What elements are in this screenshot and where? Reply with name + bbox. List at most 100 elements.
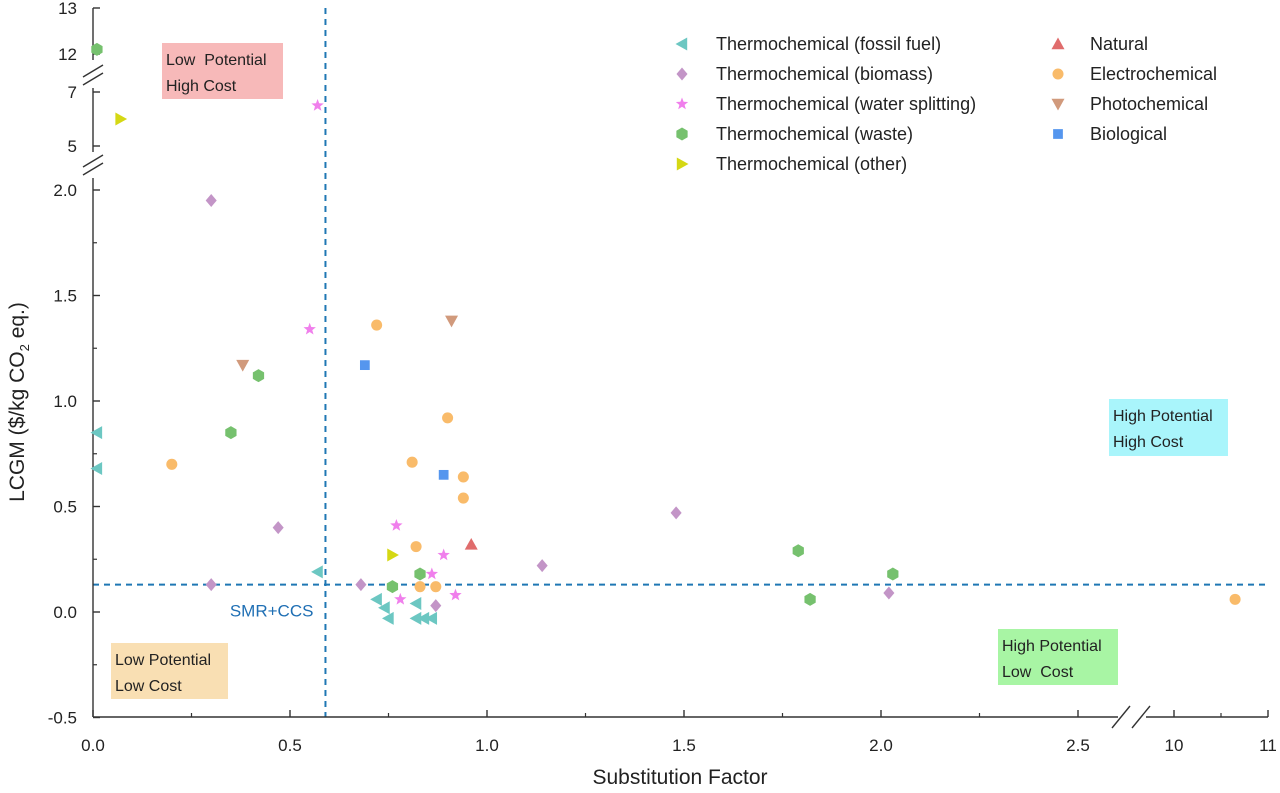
y-tick-label: 1.0 xyxy=(53,392,77,411)
y-tick-label: 7 xyxy=(68,83,77,102)
data-point xyxy=(205,194,217,208)
legend-label: Thermochemical (fossil fuel) xyxy=(716,34,941,54)
data-point xyxy=(410,541,422,553)
data-point xyxy=(91,42,103,56)
quadrant-label-br-line-0: High Potential xyxy=(1002,638,1102,655)
legend-marker xyxy=(1052,68,1064,80)
data-point xyxy=(425,567,439,580)
data-point xyxy=(414,567,426,581)
x-tick-label: 10 xyxy=(1165,736,1184,755)
x-tick-label: 0.0 xyxy=(81,736,105,755)
legend-marker xyxy=(675,37,688,51)
quadrant-box-br xyxy=(998,629,1118,685)
data-point xyxy=(406,456,418,468)
data-point xyxy=(371,319,383,331)
quadrant-label-bl-line-1: Low Cost xyxy=(115,678,182,695)
data-point xyxy=(449,588,462,601)
x-tick-label: 0.5 xyxy=(278,736,302,755)
quadrant-label-tl-line-1: High Cost xyxy=(166,78,237,95)
data-point xyxy=(414,581,426,593)
y-tick-label: 0.0 xyxy=(53,603,77,622)
y-tick-label: 5 xyxy=(68,137,77,156)
y-tick-label: -0.5 xyxy=(48,709,77,728)
data-point xyxy=(386,580,399,594)
data-point xyxy=(311,99,324,111)
y-axis-title: LCGM ($/kg CO2 eq.) xyxy=(6,302,32,502)
y-tick-label: 13 xyxy=(58,0,77,18)
y-axis-title-tail: eq.) xyxy=(6,302,29,344)
y-axis-break-mark xyxy=(82,64,104,78)
series-0 xyxy=(90,426,438,625)
data-point xyxy=(370,592,382,606)
data-point xyxy=(311,565,323,579)
data-point xyxy=(205,578,217,592)
data-point xyxy=(355,578,367,592)
legend-label: Thermochemical (biomass) xyxy=(716,64,933,84)
data-point xyxy=(536,559,548,573)
data-point xyxy=(252,369,265,383)
series-1 xyxy=(205,194,895,613)
data-point xyxy=(166,458,178,470)
data-point xyxy=(887,567,899,581)
data-point xyxy=(115,112,128,126)
data-point xyxy=(90,462,103,476)
legend-marker xyxy=(676,157,689,171)
legend-label: Thermochemical (other) xyxy=(716,154,907,174)
x-tick-label: 1.5 xyxy=(672,736,696,755)
y-tick-label: 12 xyxy=(58,45,77,64)
quadrant-label-tr-line-0: High Potential xyxy=(1113,408,1213,425)
y-tick-label: 2.0 xyxy=(53,181,77,200)
reference-label: SMR+CCS xyxy=(230,602,314,621)
series-3 xyxy=(91,42,899,606)
y-axis-title-subscript: 2 xyxy=(17,344,32,351)
quadrant-label-tl-line-0: Low Potential xyxy=(166,52,267,69)
legend-marker xyxy=(676,67,688,81)
data-point xyxy=(445,315,459,328)
data-point xyxy=(883,586,895,600)
series-7 xyxy=(236,315,459,372)
y-tick-label: 0.5 xyxy=(53,498,77,517)
quadrant-box-tl xyxy=(162,43,283,99)
legend: Thermochemical (fossil fuel) Thermochemic… xyxy=(675,34,1217,174)
data-point xyxy=(272,521,284,535)
data-point xyxy=(387,548,399,562)
legend-marker xyxy=(1053,129,1063,139)
data-point xyxy=(409,611,422,625)
legend-label: Thermochemical (water splitting) xyxy=(716,94,976,114)
data-point xyxy=(359,360,370,371)
y-axis-title-main: LCGM ($/kg CO xyxy=(6,351,29,502)
y-axis-break-mark xyxy=(82,154,104,168)
data-point xyxy=(1229,593,1241,605)
data-point xyxy=(394,592,407,605)
data-point xyxy=(430,581,442,593)
legend-marker xyxy=(1051,98,1065,111)
quadrant-box-bl xyxy=(111,643,228,699)
legend-label: Natural xyxy=(1090,34,1148,54)
data-point xyxy=(464,537,478,550)
quadrant-label-bl-line-0: Low Potential xyxy=(115,652,211,669)
data-point xyxy=(90,426,103,440)
data-point xyxy=(670,506,682,520)
quadrant-label-tr-line-1: High Cost xyxy=(1113,434,1184,451)
x-axis-break-mark xyxy=(1111,705,1131,729)
quadrant-box-tr xyxy=(1109,399,1228,456)
y-tick-label: 1.5 xyxy=(53,287,77,306)
data-point xyxy=(437,548,450,561)
data-point xyxy=(303,322,316,335)
data-point xyxy=(390,518,403,531)
legend-marker xyxy=(1051,37,1065,50)
data-point xyxy=(792,544,804,558)
data-point xyxy=(425,611,438,625)
data-point xyxy=(236,359,250,372)
x-tick-label: 2.5 xyxy=(1066,736,1090,755)
series-4 xyxy=(115,112,399,562)
legend-label: Photochemical xyxy=(1090,94,1208,114)
data-points xyxy=(90,42,1241,625)
y-axis-break-mark xyxy=(82,72,104,86)
quadrant-label-br-line-1: Low Cost xyxy=(1002,664,1074,681)
data-point xyxy=(378,601,390,615)
series-5 xyxy=(464,537,478,550)
legend-marker xyxy=(675,97,689,110)
